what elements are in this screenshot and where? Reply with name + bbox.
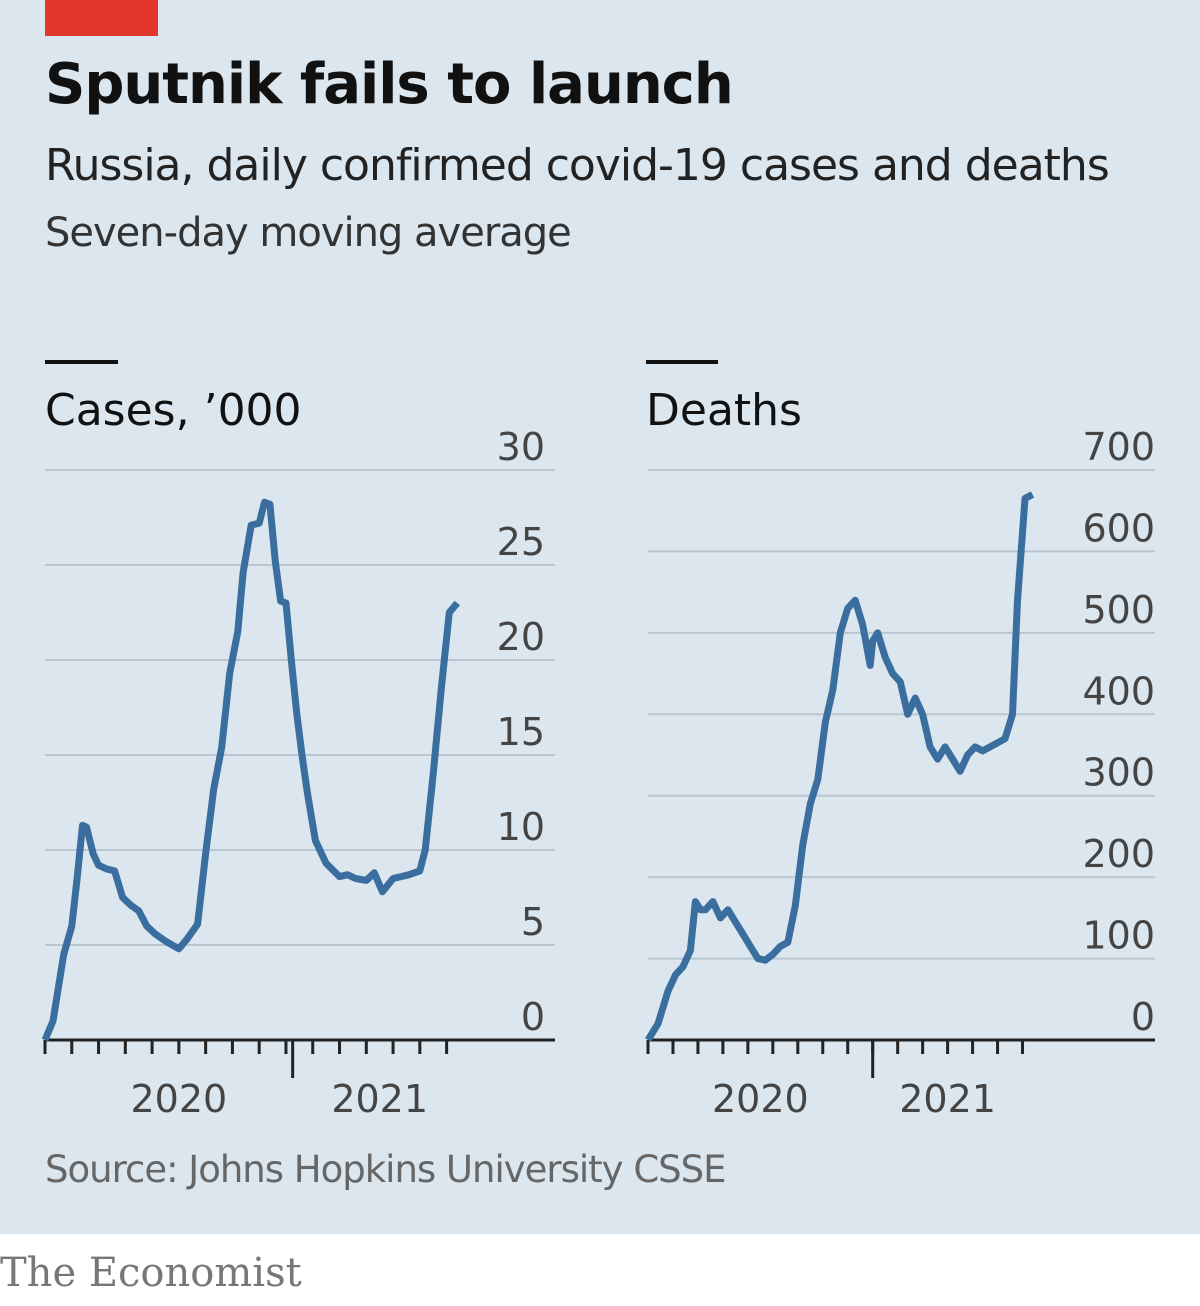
series-line-0-0 [41,498,460,1042]
y-tick-label-1-1: 100 [1082,914,1155,958]
chart-panel [0,0,1200,1234]
x-tick-label-0-1: 2021 [331,1077,428,1121]
panel-title-1: Deaths [646,385,802,436]
x-tick-label-0-0: 2020 [131,1077,228,1121]
series-line-1-0 [645,491,1035,1042]
y-tick-label-1-4: 400 [1082,669,1155,713]
accent-tag [45,0,158,36]
y-tick-label-1-6: 600 [1082,506,1155,550]
y-tick-label-1-7: 700 [1082,425,1155,469]
brand-logo: The Economist [0,1250,302,1296]
y-tick-label-0-4: 20 [497,615,545,659]
y-tick-label-0-3: 15 [497,710,545,754]
chart-title: Sputnik fails to launch [45,52,734,117]
x-tick-label-1-0: 2020 [712,1077,809,1121]
y-tick-label-0-0: 0 [521,995,545,1039]
panel-title-0: Cases, ’000 [45,385,302,436]
chart-subtitle: Russia, daily confirmed covid-19 cases a… [45,140,1110,191]
y-tick-label-0-1: 5 [521,900,545,944]
x-tick-label-1-1: 2021 [899,1077,996,1121]
y-tick-label-0-6: 30 [497,425,545,469]
y-tick-label-1-5: 500 [1082,588,1155,632]
charts-canvas: Cases, ’000 0 5 10 15 20 25 30 2020 2021 Deaths 0 10… [41,360,1155,1121]
y-tick-label-0-2: 10 [497,805,545,849]
chart-note: Seven-day moving average [45,210,572,256]
y-tick-label-1-3: 300 [1082,751,1155,795]
source-note: Source: Johns Hopkins University CSSE [45,1148,727,1191]
y-tick-label-0-5: 25 [497,520,545,564]
y-tick-label-1-2: 200 [1082,832,1155,876]
y-tick-label-1-0: 0 [1131,995,1155,1039]
